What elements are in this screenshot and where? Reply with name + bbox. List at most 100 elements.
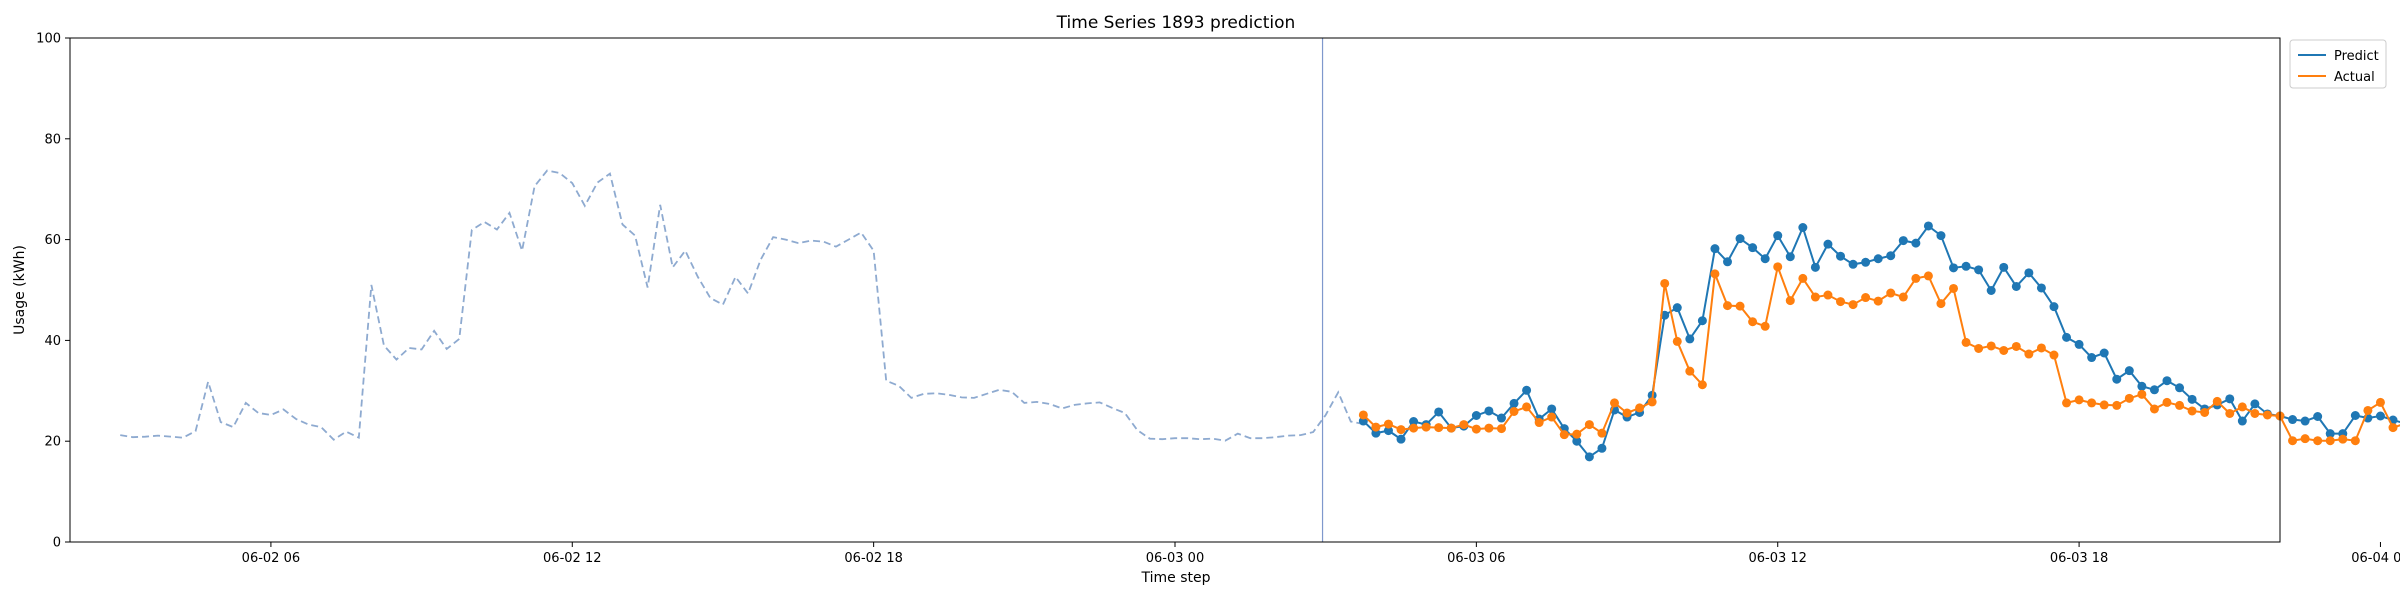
- legend-predict-label: Predict: [2334, 49, 2379, 64]
- predict-point: [2062, 332, 2072, 342]
- actual-point: [1986, 341, 1996, 351]
- actual-point: [1635, 403, 1645, 413]
- predict-point: [1697, 316, 1707, 326]
- actual-point: [1785, 296, 1795, 306]
- actual-point: [1748, 317, 1758, 327]
- actual-point: [2149, 404, 2159, 414]
- predict-point: [1848, 259, 1858, 269]
- actual-point: [2036, 343, 2046, 353]
- predict-point: [2137, 381, 2147, 391]
- predict-point: [2225, 394, 2235, 404]
- predict-point: [2375, 411, 2385, 421]
- actual-point: [1496, 424, 1506, 434]
- actual-point: [2062, 398, 2072, 408]
- x-tick-label: 06-02 06: [242, 551, 300, 566]
- predict-point: [2162, 376, 2172, 386]
- y-tick-label: 20: [44, 435, 61, 450]
- x-tick-label: 06-03 18: [2050, 551, 2108, 566]
- y-tick-label: 40: [44, 334, 61, 349]
- y-tick-label: 80: [44, 132, 61, 147]
- predict-point: [1961, 261, 1971, 271]
- actual-point: [1547, 412, 1557, 422]
- y-tick-label: 60: [44, 233, 61, 248]
- plot-area: [120, 38, 2400, 542]
- actual-point: [1923, 271, 1933, 281]
- actual-point: [1773, 262, 1783, 272]
- predict-point: [1949, 263, 1959, 273]
- predict-point: [1685, 334, 1695, 344]
- predict-point: [1572, 436, 1582, 446]
- actual-point: [1609, 398, 1619, 408]
- predict-point: [1723, 257, 1732, 267]
- predict-point: [1886, 251, 1896, 261]
- actual-point: [1446, 423, 1456, 433]
- y-tick-label: 100: [36, 32, 61, 47]
- actual-point: [1974, 343, 1984, 353]
- y-tick-label: 0: [53, 536, 61, 551]
- actual-point: [2338, 434, 2348, 444]
- predict-point: [2288, 415, 2298, 425]
- actual-point: [2074, 395, 2084, 405]
- predict-point: [1522, 385, 1532, 395]
- predict-point: [2087, 353, 2097, 363]
- predict-point: [1509, 398, 1519, 408]
- actual-point: [2313, 436, 2323, 446]
- predict-point: [1898, 236, 1908, 246]
- actual-point: [1672, 336, 1682, 346]
- predict-point: [1798, 223, 1808, 233]
- predict-point: [1584, 452, 1594, 462]
- actual-point: [1999, 345, 2009, 355]
- actual-point: [2099, 400, 2109, 410]
- actual-point: [1434, 423, 1444, 433]
- predict-point: [1911, 238, 1921, 248]
- actual-point: [2049, 350, 2059, 360]
- actual-point: [1572, 429, 1582, 439]
- actual-point: [1848, 300, 1858, 310]
- predict-point: [1773, 231, 1783, 241]
- actual-point: [2388, 423, 2398, 433]
- actual-point: [1509, 406, 1519, 416]
- actual-point: [1911, 273, 1921, 283]
- predict-point: [1760, 254, 1770, 264]
- actual-point: [2225, 408, 2235, 418]
- actual-point: [1622, 408, 1632, 418]
- actual-point: [2325, 436, 2335, 446]
- actual-point: [2288, 436, 2298, 446]
- x-tick-label: 06-03 12: [1749, 551, 1807, 566]
- predict-point: [1748, 243, 1758, 253]
- actual-point: [2250, 408, 2260, 418]
- actual-point: [1484, 423, 1494, 433]
- actual-point: [2363, 405, 2373, 415]
- predict-point: [2300, 416, 2310, 426]
- predict-point: [1471, 410, 1481, 420]
- predict-point: [2049, 302, 2059, 312]
- predict-point: [1710, 244, 1720, 254]
- actual-point: [1522, 402, 1532, 412]
- y-axis-label: Usage (kWh): [12, 245, 28, 335]
- actual-point: [1886, 288, 1896, 298]
- predict-point: [2124, 366, 2134, 376]
- actual-point: [1961, 337, 1971, 347]
- actual-point: [1559, 430, 1569, 440]
- predict-point: [2313, 412, 2323, 422]
- actual-point: [1383, 419, 1393, 429]
- actual-point: [1584, 420, 1594, 430]
- predict-point: [1986, 286, 1996, 296]
- actual-point: [1371, 422, 1381, 432]
- actual-point: [2024, 349, 2034, 359]
- x-tick-label: 06-03 00: [1146, 551, 1204, 566]
- predict-point: [1735, 234, 1745, 244]
- x-tick-label: 06-03 06: [1447, 551, 1505, 566]
- actual-point: [1647, 397, 1657, 407]
- predict-point: [1861, 257, 1871, 267]
- actual-point: [2137, 389, 2147, 399]
- actual-point: [1873, 296, 1883, 306]
- predict-point: [2074, 339, 2084, 349]
- x-tick-label: 06-02 18: [844, 551, 902, 566]
- predict-point: [2350, 410, 2360, 420]
- predict-point: [2149, 385, 2159, 395]
- predict-point: [2036, 283, 2046, 293]
- predict-point: [1836, 251, 1846, 261]
- predict-point: [1810, 262, 1820, 272]
- actual-point: [1861, 293, 1871, 303]
